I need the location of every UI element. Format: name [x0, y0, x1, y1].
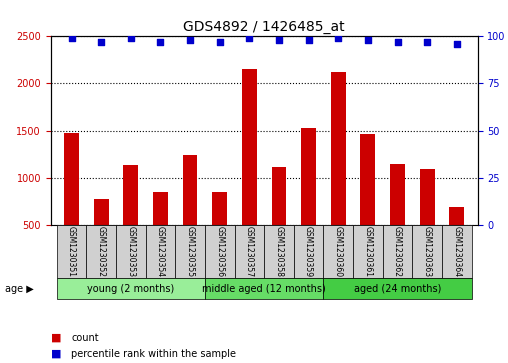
FancyBboxPatch shape	[116, 225, 146, 278]
Point	[275, 37, 283, 43]
Bar	[123, 165, 138, 272]
FancyBboxPatch shape	[205, 278, 324, 299]
Text: GSM1230352: GSM1230352	[97, 226, 106, 277]
Text: GSM1230351: GSM1230351	[67, 226, 76, 277]
Point	[68, 35, 76, 41]
FancyBboxPatch shape	[86, 225, 116, 278]
FancyBboxPatch shape	[57, 225, 86, 278]
Point	[186, 37, 194, 43]
FancyBboxPatch shape	[175, 225, 205, 278]
Point	[364, 37, 372, 43]
FancyBboxPatch shape	[294, 225, 324, 278]
Text: count: count	[71, 333, 99, 343]
Bar	[331, 72, 345, 272]
FancyBboxPatch shape	[235, 225, 264, 278]
Text: young (2 months): young (2 months)	[87, 284, 174, 294]
Bar	[153, 192, 168, 272]
Bar	[361, 134, 375, 272]
Bar	[420, 170, 434, 272]
FancyBboxPatch shape	[442, 225, 471, 278]
Text: ■: ■	[51, 349, 61, 359]
Point	[393, 39, 401, 45]
FancyBboxPatch shape	[57, 278, 205, 299]
FancyBboxPatch shape	[412, 225, 442, 278]
FancyBboxPatch shape	[324, 278, 471, 299]
Text: GSM1230364: GSM1230364	[452, 226, 461, 277]
Bar	[242, 69, 257, 272]
Point	[97, 39, 105, 45]
Text: GSM1230356: GSM1230356	[215, 226, 224, 277]
FancyBboxPatch shape	[353, 225, 383, 278]
Point	[215, 39, 224, 45]
Bar	[390, 164, 405, 272]
Bar	[212, 192, 227, 272]
Text: GSM1230358: GSM1230358	[274, 226, 283, 277]
FancyBboxPatch shape	[146, 225, 175, 278]
Point	[423, 39, 431, 45]
Text: ■: ■	[51, 333, 61, 343]
Text: middle aged (12 months): middle aged (12 months)	[202, 284, 326, 294]
Bar	[301, 128, 316, 272]
Text: percentile rank within the sample: percentile rank within the sample	[71, 349, 236, 359]
Text: GSM1230363: GSM1230363	[423, 226, 432, 277]
Text: aged (24 months): aged (24 months)	[354, 284, 441, 294]
Bar	[183, 155, 198, 272]
FancyBboxPatch shape	[324, 225, 353, 278]
Text: GSM1230353: GSM1230353	[126, 226, 135, 277]
Text: GSM1230361: GSM1230361	[363, 226, 372, 277]
Text: GSM1230357: GSM1230357	[245, 226, 254, 277]
Point	[453, 41, 461, 47]
Point	[156, 39, 165, 45]
Title: GDS4892 / 1426485_at: GDS4892 / 1426485_at	[183, 20, 345, 34]
Bar	[64, 132, 79, 272]
Text: GSM1230354: GSM1230354	[156, 226, 165, 277]
Bar	[272, 167, 287, 272]
Bar	[94, 199, 109, 272]
FancyBboxPatch shape	[383, 225, 412, 278]
Text: GSM1230359: GSM1230359	[304, 226, 313, 277]
FancyBboxPatch shape	[205, 225, 235, 278]
FancyBboxPatch shape	[264, 225, 294, 278]
Text: GSM1230355: GSM1230355	[185, 226, 195, 277]
Text: GSM1230362: GSM1230362	[393, 226, 402, 277]
Point	[334, 35, 342, 41]
Point	[305, 37, 313, 43]
Text: GSM1230360: GSM1230360	[334, 226, 343, 277]
Text: age ▶: age ▶	[5, 284, 34, 294]
Bar	[450, 207, 464, 272]
Point	[245, 35, 253, 41]
Point	[127, 35, 135, 41]
